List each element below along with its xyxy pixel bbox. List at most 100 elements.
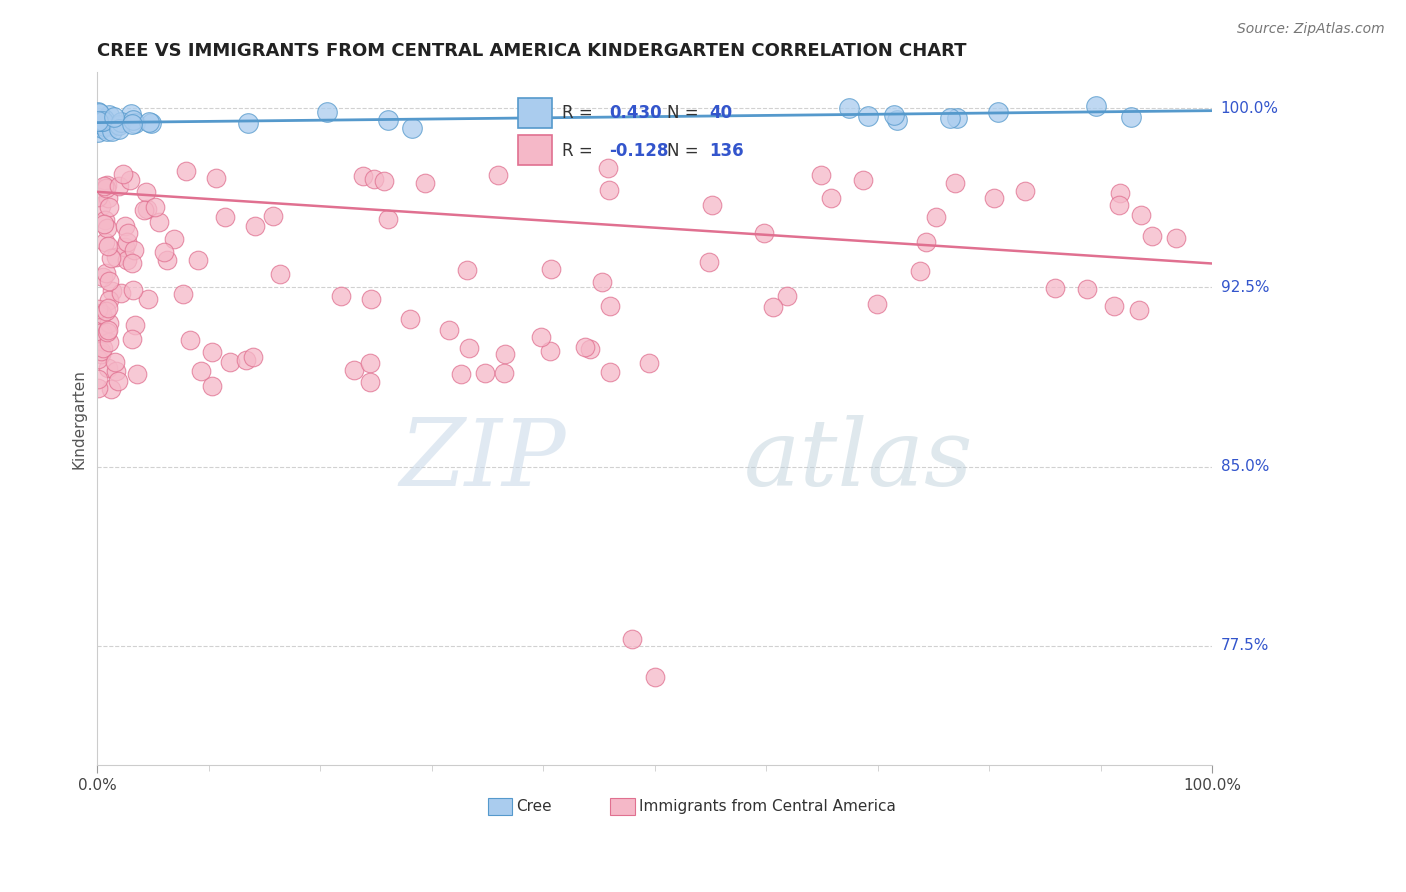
Point (637, 356, 659, 370)
Point (124, 116, 146, 130)
Point (93, 217, 115, 231)
Point (111, 167, 134, 181)
Point (117, 227, 139, 241)
Point (697, 255, 720, 269)
Point (90, 347, 112, 361)
Text: CREE VS IMMIGRANTS FROM CENTRAL AMERICA KINDERGARTEN CORRELATION CHART: CREE VS IMMIGRANTS FROM CENTRAL AMERICA … (97, 42, 967, 60)
Point (359, 356, 381, 370)
Point (97, 301, 120, 315)
Point (139, 116, 162, 130)
Point (1140, 229, 1163, 244)
Point (316, 105, 339, 120)
Point (98, 274, 121, 288)
Text: atlas: atlas (744, 416, 973, 506)
Point (96, 220, 118, 235)
Point (89, 106, 111, 120)
Point (110, 115, 132, 129)
Point (97, 239, 120, 253)
Text: 77.5%: 77.5% (1220, 638, 1268, 653)
Point (242, 351, 264, 365)
Point (89, 112, 111, 127)
Point (89, 326, 111, 341)
Point (105, 364, 128, 378)
Point (93, 112, 115, 126)
Point (87, 104, 110, 119)
Point (1119, 110, 1142, 124)
Point (1108, 198, 1130, 212)
Point (201, 379, 224, 393)
Point (114, 240, 136, 254)
Point (914, 235, 936, 249)
Point (104, 354, 127, 368)
Point (943, 177, 966, 191)
Point (776, 288, 799, 302)
Point (98, 335, 121, 350)
Point (94, 267, 117, 281)
Point (599, 365, 621, 379)
Point (90, 308, 112, 322)
Point (87, 372, 110, 386)
Point (235, 353, 257, 368)
Point (96, 304, 118, 318)
Point (90, 199, 112, 213)
Y-axis label: Kindergarten: Kindergarten (72, 368, 86, 468)
Point (1109, 186, 1132, 200)
Point (398, 311, 420, 326)
Point (143, 200, 166, 214)
Bar (610, 797, 634, 815)
Point (91, 114, 114, 128)
Point (702, 198, 724, 212)
Point (269, 267, 291, 281)
Point (172, 287, 194, 301)
Point (262, 209, 284, 223)
Point (910, 263, 932, 277)
Point (810, 168, 832, 182)
Point (492, 366, 515, 380)
Point (1043, 280, 1066, 294)
Point (437, 323, 460, 337)
Point (1085, 99, 1108, 113)
Point (458, 341, 481, 355)
Point (103, 110, 125, 124)
Point (89, 114, 111, 128)
Point (174, 163, 197, 178)
Point (214, 210, 236, 224)
Point (1014, 184, 1036, 198)
Point (101, 124, 124, 138)
Point (134, 202, 156, 217)
Point (540, 262, 562, 277)
Point (87, 114, 110, 128)
Point (591, 275, 613, 289)
Point (108, 178, 131, 193)
Point (124, 244, 146, 258)
Point (87, 351, 110, 366)
Point (925, 210, 948, 224)
Point (1076, 282, 1098, 296)
Point (97, 191, 120, 205)
Point (97, 323, 120, 337)
Point (93, 117, 115, 131)
Point (494, 347, 516, 361)
Text: ZIP: ZIP (399, 416, 565, 506)
Text: 92.5%: 92.5% (1220, 280, 1270, 295)
Point (107, 122, 129, 136)
Point (1102, 299, 1125, 313)
Point (377, 211, 399, 226)
Point (122, 112, 145, 127)
Point (752, 226, 775, 240)
Point (105, 250, 128, 264)
Point (987, 105, 1010, 120)
Point (90, 325, 112, 339)
Point (852, 173, 875, 187)
Point (153, 245, 176, 260)
Point (413, 176, 436, 190)
Point (87, 125, 110, 139)
Point (114, 219, 136, 233)
Point (101, 284, 124, 298)
Point (156, 252, 179, 267)
Point (91, 341, 114, 355)
Point (97, 108, 120, 122)
Point (186, 253, 208, 268)
Point (96, 123, 118, 137)
Point (107, 118, 129, 132)
